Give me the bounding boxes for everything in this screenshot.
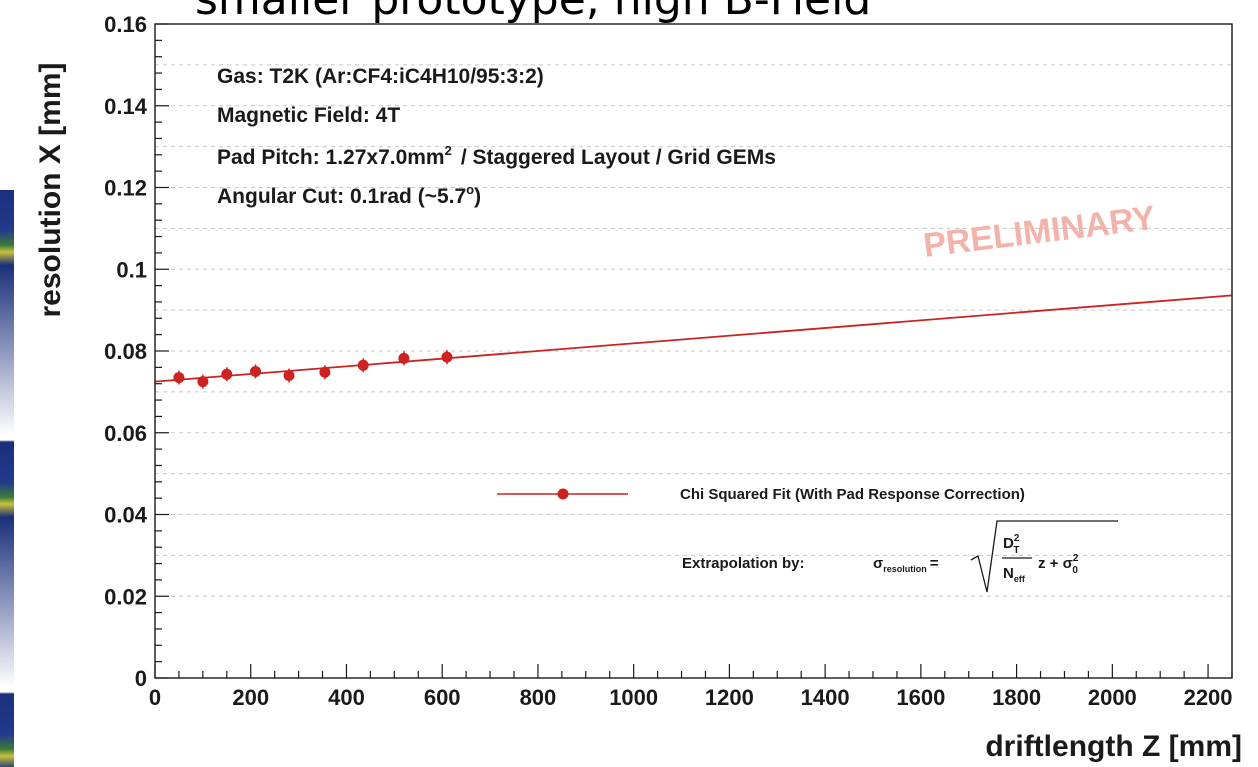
data-point xyxy=(398,352,410,364)
legend: Chi Squared Fit (With Pad Response Corre… xyxy=(497,486,1118,593)
data-point xyxy=(221,368,233,380)
info-box: Gas: T2K (Ar:CF4:iC4H10/95:3:2) Magnetic… xyxy=(217,65,776,208)
x-tick-label: 1400 xyxy=(801,685,850,710)
x-axis-title: driftlength Z [mm] xyxy=(985,730,1242,763)
side-image-strip xyxy=(0,190,14,767)
x-tick-label: 1800 xyxy=(992,685,1041,710)
info-gas: Gas: T2K (Ar:CF4:iC4H10/95:3:2) xyxy=(217,65,544,88)
data-point xyxy=(250,365,262,377)
data-point xyxy=(197,376,209,388)
legend-marker xyxy=(557,488,569,500)
y-tick-label: 0 xyxy=(135,666,147,691)
y-tick-label: 0.04 xyxy=(104,503,148,528)
fit-line xyxy=(154,294,1233,383)
y-tick-label: 0.12 xyxy=(104,176,147,201)
data-point xyxy=(283,370,295,382)
info-angular-cut: Angular Cut: 0.1rad (~5.7o) xyxy=(217,182,481,208)
axes xyxy=(154,23,1233,679)
data-point xyxy=(357,359,369,371)
svg-text:Neff: Neff xyxy=(1003,565,1026,584)
x-tick-label: 1000 xyxy=(609,685,658,710)
y-tick-label: 0.02 xyxy=(104,584,147,609)
y-tick-label: 0.06 xyxy=(104,421,147,446)
data-point xyxy=(441,351,453,363)
info-field: Magnetic Field: 4T xyxy=(217,104,400,127)
x-tick-label: 600 xyxy=(424,685,461,710)
y-tick-label: 0.16 xyxy=(104,12,147,37)
extrapolation-formula: σresolution = D2 T Neff z + σ2 0 xyxy=(873,520,1118,593)
y-tick-label: 0.1 xyxy=(116,257,147,282)
svg-text:D2T: D2 T xyxy=(1003,533,1020,556)
data-point xyxy=(319,366,331,378)
tick-labels: 0 200 400 600 800 1000 1200 1400 1600 1800 2000 220… xyxy=(104,12,1232,710)
y-axis-title: resolution X [mm] xyxy=(34,62,67,317)
y-tick-label: 0.08 xyxy=(104,339,147,364)
preliminary-watermark: PRELIMINARY xyxy=(921,199,1157,265)
x-tick-label: 400 xyxy=(328,685,365,710)
x-tick-label: 200 xyxy=(232,685,269,710)
legend-label: Chi Squared Fit (With Pad Response Corre… xyxy=(680,486,1025,503)
extrapolation-label: Extrapolation by: xyxy=(682,555,805,572)
x-tick-label: 1600 xyxy=(896,685,945,710)
fit-line-layer xyxy=(154,294,1233,383)
y-tick-label: 0.14 xyxy=(104,94,148,119)
data-point xyxy=(173,372,185,384)
x-tick-label: 2000 xyxy=(1088,685,1137,710)
svg-text:σresolution=: σresolution = xyxy=(873,555,939,574)
x-tick-label: 1200 xyxy=(705,685,754,710)
x-tick-label: 800 xyxy=(520,685,557,710)
info-pad-pitch: Pad Pitch: 1.27x7.0mm2/ Staggered Layout… xyxy=(217,143,776,169)
svg-text:z + σ20: z + σ2 0 xyxy=(1038,553,1079,576)
slide-title: smaller prototype, high B-Field xyxy=(195,0,871,25)
data-points xyxy=(173,350,453,389)
x-tick-label: 2200 xyxy=(1184,685,1233,710)
x-tick-label: 0 xyxy=(149,685,161,710)
